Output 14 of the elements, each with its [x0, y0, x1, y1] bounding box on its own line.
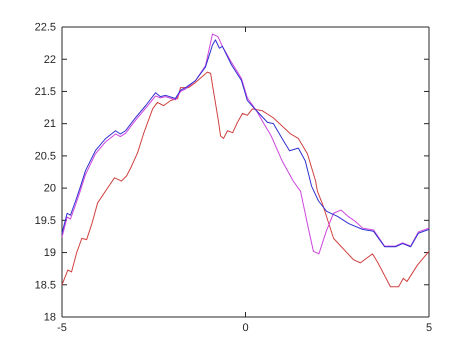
y-tick-label: 20: [44, 182, 56, 195]
y-tick-label: 18: [44, 312, 56, 324]
y-tick-label: 20.5: [34, 150, 56, 162]
y-tick-label: 19: [44, 247, 56, 260]
x-tick-label: 5: [426, 322, 432, 334]
line-series: [62, 72, 430, 288]
y-tick-label: 22.5: [34, 22, 56, 34]
y-tick-label: 18.5: [34, 279, 56, 292]
x-tick-label: 0: [242, 322, 249, 334]
y-tick-label: 22: [44, 54, 56, 66]
y-tick-label: 21.5: [34, 86, 56, 98]
x-tick-label: -5: [57, 322, 67, 334]
y-tick-label: 19.5: [34, 214, 56, 227]
y-tick-label: 21: [44, 118, 56, 130]
